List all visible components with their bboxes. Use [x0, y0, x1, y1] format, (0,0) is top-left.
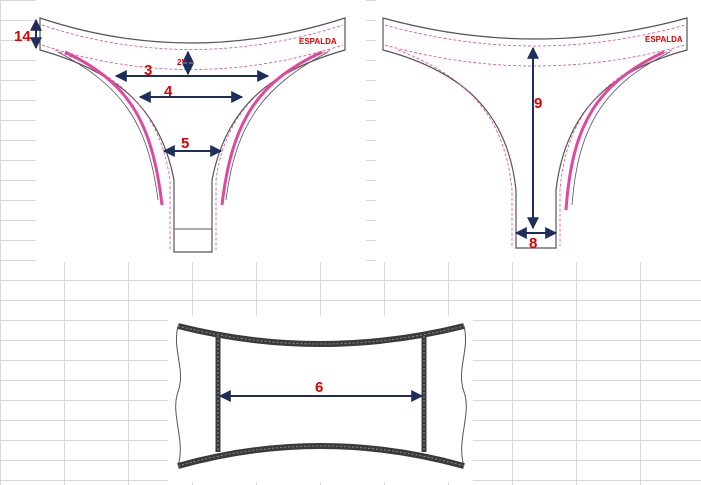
label-gusset-width: 8 — [529, 235, 537, 252]
front-waist-label: ESPALDA — [299, 37, 337, 46]
back-outline — [382, 17, 688, 249]
label-width-lower: 5 — [181, 135, 189, 152]
back-panty-figure — [382, 17, 688, 249]
front-panty-figure — [39, 17, 346, 253]
back-waist-label: ESPALDA — [645, 35, 683, 44]
front-outline — [39, 17, 346, 253]
label-center-length: 9 — [534, 95, 542, 112]
label-width-upper: 3 — [144, 62, 152, 79]
label-width-middle: 4 — [164, 83, 173, 100]
label-band-width: 6 — [315, 379, 323, 396]
label-dropdown: 2" — [177, 58, 185, 67]
label-side-height: 14 — [14, 28, 31, 45]
